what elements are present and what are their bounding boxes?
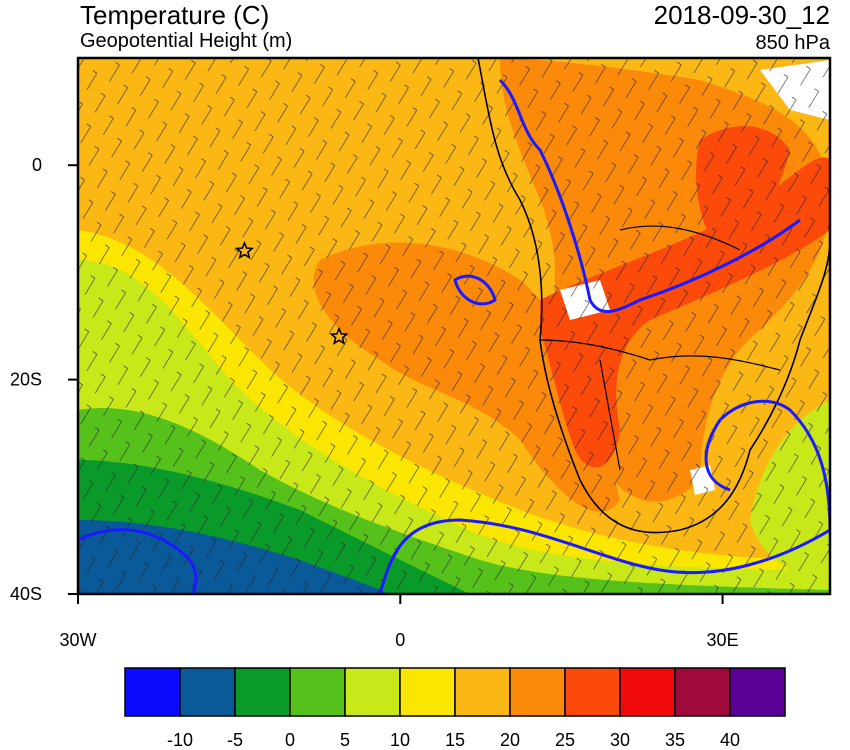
y-axis: 0 20S 40S	[10, 155, 78, 604]
star-marker	[329, 326, 349, 345]
x-tick-label: 0	[395, 630, 405, 650]
colorbar-swatch	[124, 667, 181, 717]
colorbar-swatch	[454, 667, 511, 717]
coastline-africa	[477, 58, 830, 534]
x-tick-label: 30W	[59, 630, 96, 650]
colorbar-swatch	[399, 667, 456, 717]
map-subtitle: Geopotential Height (m)	[80, 30, 293, 52]
colorbar-swatch	[674, 667, 731, 717]
colorbar-swatch	[509, 667, 566, 717]
star-marker	[234, 240, 255, 260]
country-borders	[539, 225, 781, 471]
colorbar-label: -5	[227, 730, 243, 750]
wind-barbs	[78, 58, 830, 594]
height-contour-loop	[453, 274, 497, 306]
x-tick-label: 30E	[707, 630, 739, 650]
colorbar-swatch	[564, 667, 621, 717]
height-contour-east	[704, 399, 830, 531]
temperature-field	[78, 58, 830, 594]
colorbar-swatch	[344, 667, 401, 717]
map-lines	[78, 58, 830, 594]
station-markers	[234, 240, 349, 345]
colorbar-label: 25	[555, 730, 575, 750]
colorbar-label: 5	[340, 730, 350, 750]
height-contour-1500	[498, 78, 801, 314]
colorbar-label: 40	[720, 730, 740, 750]
valid-time: 2018-09-30_12	[653, 0, 830, 30]
colorbar-swatch	[729, 667, 786, 717]
colorbar-label: 35	[665, 730, 685, 750]
colorbar-label: 0	[285, 730, 295, 750]
colorbar-label: 30	[610, 730, 630, 750]
colorbar-swatch	[234, 667, 291, 717]
colorbar-swatch	[619, 667, 676, 717]
colorbar-swatch	[289, 667, 346, 717]
y-tick-label: 0	[32, 155, 42, 175]
colorbar-label: -10	[167, 730, 193, 750]
height-contour-south	[78, 518, 830, 594]
colorbar-label: 20	[500, 730, 520, 750]
colorbar-label: 15	[445, 730, 465, 750]
pressure-level: 850 hPa	[755, 32, 830, 54]
map-frame	[76, 56, 832, 596]
y-tick-label: 20S	[10, 370, 42, 390]
x-axis: 30W 0 30E	[59, 594, 739, 650]
map-title: Temperature (C)	[80, 0, 270, 30]
y-tick-label: 40S	[10, 584, 42, 604]
colorbar-label: 10	[390, 730, 410, 750]
colorbar-swatch	[179, 667, 236, 717]
colorbar: -10 -5 0 5 10 15 20 25 30 35 40	[124, 667, 786, 750]
